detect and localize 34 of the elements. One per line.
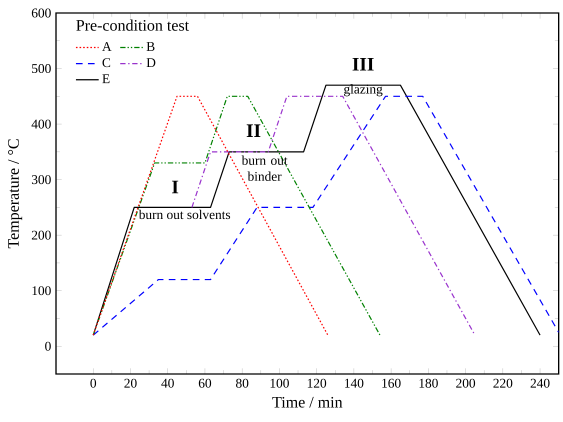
legend-label: E xyxy=(102,74,110,84)
x-tick-label: 100 xyxy=(270,378,289,388)
x-tick-label: 20 xyxy=(124,378,137,388)
annotation: burn out binder xyxy=(242,156,288,181)
annotation: III xyxy=(352,58,374,71)
annotation: burn out solvents xyxy=(138,210,230,220)
legend-label: C xyxy=(102,58,110,68)
y-tick-label: 500 xyxy=(32,64,51,74)
y-axis-title: Temperature / °C xyxy=(8,139,22,248)
x-tick-label: 140 xyxy=(345,378,364,388)
legend-label: D xyxy=(146,58,156,68)
y-tick-label: 400 xyxy=(32,120,51,129)
y-tick-label: 300 xyxy=(32,175,51,184)
x-tick-label: 40 xyxy=(161,378,174,388)
annotation: II xyxy=(246,124,260,137)
x-tick-label: 220 xyxy=(493,378,512,388)
y-tick-label: 600 xyxy=(32,8,51,18)
y-tick-label: 200 xyxy=(32,230,51,240)
x-tick-label: 180 xyxy=(420,378,438,388)
x-axis-title: Time / min xyxy=(272,396,342,408)
y-tick-label: 100 xyxy=(32,286,51,296)
legend-label: B xyxy=(146,42,154,51)
annotation: I xyxy=(172,180,178,194)
x-tick-label: 160 xyxy=(382,378,401,388)
x-tick-label: 80 xyxy=(236,378,248,388)
x-tick-label: 60 xyxy=(198,378,212,388)
x-tick-label: 0 xyxy=(90,378,96,388)
x-tick-label: 120 xyxy=(308,378,326,388)
y-tick-label: 0 xyxy=(45,342,51,351)
x-tick-label: 200 xyxy=(456,378,476,388)
annotation: glazing xyxy=(344,84,383,96)
x-tick-label: 240 xyxy=(530,378,550,388)
legend-label: A xyxy=(102,42,112,51)
legend-title: Pre-condition test xyxy=(76,20,190,31)
